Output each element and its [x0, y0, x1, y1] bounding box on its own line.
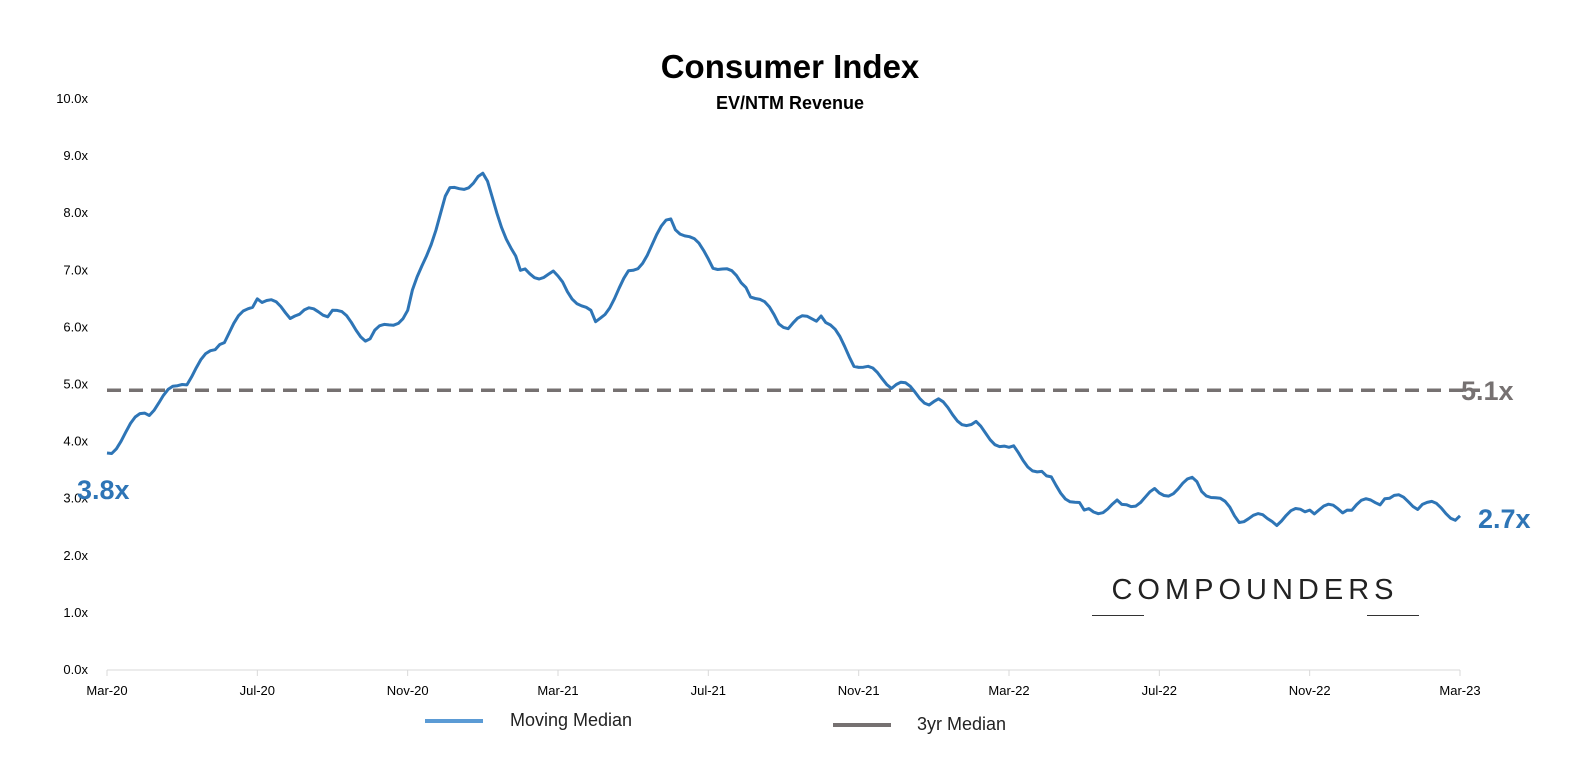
x-tick-label: Nov-21: [838, 683, 880, 698]
y-tick-label: 7.0x: [63, 262, 88, 277]
legend-item-3yr-median: 3yr Median: [833, 714, 1006, 735]
x-tick-label: Mar-20: [86, 683, 127, 698]
y-tick-label: 9.0x: [63, 148, 88, 163]
legend-swatch-3yr-median: [833, 722, 891, 727]
legend-label-moving-median: Moving Median: [510, 710, 633, 730]
moving-median-line: [106, 171, 1462, 527]
x-tick-label: Mar-22: [988, 683, 1029, 698]
y-tick-label: 5.0x: [63, 377, 88, 392]
x-tick-label: Mar-21: [537, 683, 578, 698]
start-value-annotation: 3.8x: [77, 475, 130, 505]
y-tick-label: 8.0x: [63, 205, 88, 220]
x-tick-label: Mar-23: [1439, 683, 1480, 698]
x-tick-label: Nov-22: [1289, 683, 1331, 698]
chart-title: Consumer Index: [660, 48, 920, 85]
y-tick-label: 6.0x: [63, 319, 88, 334]
x-tick-label: Jul-22: [1142, 683, 1177, 698]
y-tick-label: 10.0x: [56, 91, 88, 106]
median-value-annotation: 5.1x: [1461, 376, 1514, 406]
end-value-annotation: 2.7x: [1478, 504, 1531, 534]
legend-swatch-moving-median: [425, 718, 483, 723]
x-tick-label: Jul-20: [240, 683, 275, 698]
x-tick-label: Jul-21: [691, 683, 726, 698]
chart-subtitle: EV/NTM Revenue: [715, 93, 865, 113]
compounders-watermark: COMPOUNDERS: [1111, 574, 1399, 606]
y-tick-label: 1.0x: [63, 605, 88, 620]
x-tick-label: Nov-20: [387, 683, 429, 698]
y-tick-label: 3.0x: [63, 491, 88, 506]
legend-label-3yr-median: 3yr Median: [917, 714, 1007, 734]
y-tick-label: 4.0x: [63, 434, 88, 449]
y-tick-label: 2.0x: [63, 548, 88, 563]
y-tick-label: 0.0x: [63, 662, 88, 677]
watermark-left-rule: [1092, 615, 1144, 616]
watermark-right-rule: [1367, 615, 1419, 616]
legend-item-moving-median: Moving Median: [425, 710, 632, 731]
